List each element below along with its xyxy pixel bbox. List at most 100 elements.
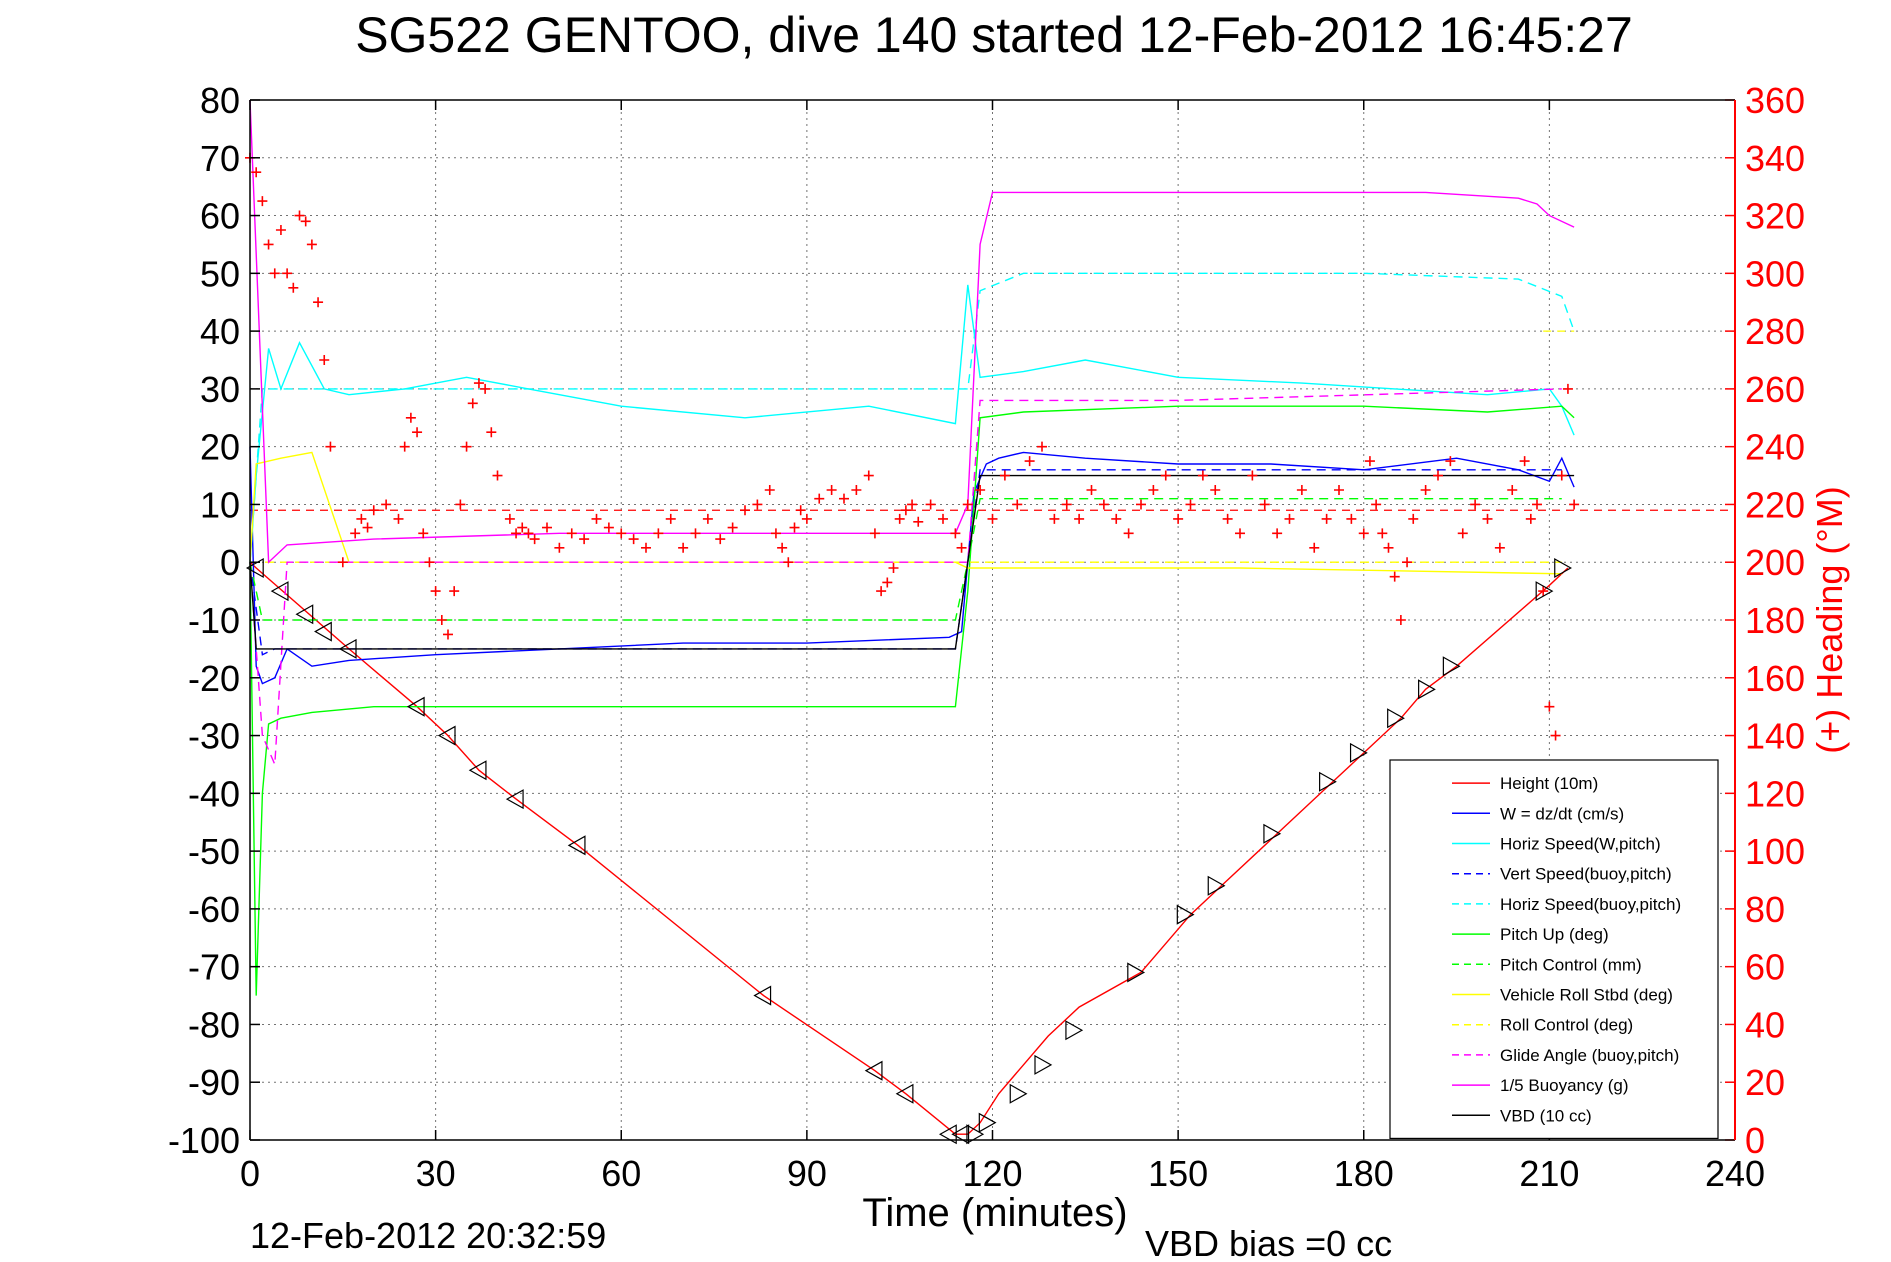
- height-marker: [1349, 742, 1368, 763]
- heading-point: [1482, 513, 1493, 524]
- heading-point: [1525, 513, 1536, 524]
- height-marker: [951, 1124, 970, 1145]
- y-tick-label: -20: [188, 658, 240, 699]
- heading-point: [294, 210, 305, 221]
- height-marker: [295, 604, 314, 625]
- height-marker: [468, 760, 487, 781]
- heading-point: [300, 216, 311, 227]
- heading-point: [1358, 528, 1369, 539]
- x-tick-label: 150: [1148, 1153, 1208, 1194]
- heading-point: [1445, 456, 1456, 467]
- heading-point: [1061, 499, 1072, 510]
- heading-point: [511, 528, 522, 539]
- heading-point: [962, 499, 973, 510]
- heading-point: [1562, 383, 1573, 394]
- heading-point: [740, 505, 750, 516]
- heading-point: [1309, 542, 1320, 553]
- heading-point: [381, 499, 392, 510]
- height-marker: [1418, 679, 1436, 700]
- x-tick-label: 210: [1519, 1153, 1579, 1194]
- heading-point: [1494, 542, 1505, 553]
- series-line-5: [249, 405, 1575, 996]
- y-tick-label: -70: [188, 947, 240, 988]
- legend-label-1: W = dz/dt (cm/s): [1500, 804, 1624, 823]
- heading-point: [913, 516, 924, 527]
- legend-label-0: Height (10m): [1500, 774, 1598, 793]
- height-marker: [1554, 557, 1572, 579]
- heading-point: [405, 412, 416, 423]
- heading-point: [1074, 513, 1085, 524]
- y-tick-label: 60: [200, 196, 240, 237]
- legend-label-10: 1/5 Buoyancy (g): [1500, 1076, 1629, 1095]
- heading-point: [690, 528, 701, 539]
- heading-point: [795, 505, 806, 516]
- heading-point: [1136, 499, 1146, 510]
- heading-point: [727, 522, 738, 533]
- height-marker: [1442, 656, 1461, 677]
- heading-point: [1037, 441, 1047, 452]
- heading-point: [461, 441, 472, 452]
- y-tick-label: 70: [200, 138, 240, 179]
- heading-point: [603, 522, 614, 533]
- y-tick-label: 10: [200, 484, 240, 525]
- heading-point: [480, 383, 491, 394]
- heading-point: [715, 534, 726, 545]
- x-tick-label: 0: [240, 1153, 260, 1194]
- heading-point: [1507, 485, 1518, 495]
- y2-tick-label: 140: [1745, 716, 1805, 757]
- height-marker: [505, 789, 524, 810]
- grid: [250, 100, 1735, 1140]
- x-tick-label: 180: [1334, 1153, 1394, 1194]
- heading-point: [1364, 456, 1375, 467]
- series-layer: [245, 99, 1735, 1135]
- y2-tick-label: 360: [1745, 80, 1805, 121]
- heading-point: [1550, 730, 1561, 741]
- heading-point: [486, 427, 497, 438]
- heading-point: [436, 615, 447, 625]
- y-tick-label: -90: [188, 1062, 240, 1103]
- heading-point: [938, 513, 948, 524]
- heading-point: [591, 513, 602, 524]
- heading-point: [770, 528, 781, 539]
- heading-point: [412, 427, 423, 438]
- heading-point: [1457, 528, 1468, 539]
- series-line-2: [249, 284, 1575, 563]
- legend-label-4: Horiz Speed(buoy,pitch): [1500, 895, 1681, 914]
- legend-box: [1389, 759, 1719, 1139]
- heading-point: [1049, 513, 1060, 524]
- heading-point: [869, 528, 880, 539]
- series-line-4: [249, 272, 1575, 563]
- heading-point: [1402, 557, 1413, 568]
- heading-point: [282, 268, 293, 279]
- legend-label-5: Pitch Up (deg): [1500, 925, 1609, 944]
- heading-point: [678, 542, 689, 553]
- height-marker: [966, 1124, 985, 1145]
- heading-point: [251, 167, 262, 178]
- heading-point: [443, 629, 453, 640]
- series-line-0: [249, 561, 1569, 1135]
- y-tick-label: -60: [188, 889, 240, 930]
- heading-point: [1377, 528, 1388, 539]
- height-marker: [1387, 708, 1405, 729]
- height-marker: [1176, 904, 1195, 925]
- heading-point: [1544, 701, 1555, 712]
- height-marker: [1034, 1054, 1053, 1075]
- height-marker: [270, 581, 289, 602]
- y2-tick-label: 20: [1745, 1062, 1785, 1103]
- height-marker: [1207, 875, 1226, 896]
- series-line-10: [249, 99, 1575, 564]
- heading-point: [863, 470, 874, 481]
- y-tick-label: -100: [168, 1120, 240, 1161]
- x-tick-label: 60: [601, 1153, 641, 1194]
- height-marker: [567, 835, 586, 856]
- heading-point: [882, 577, 893, 588]
- heading-point: [1532, 499, 1542, 510]
- heading-point: [350, 528, 361, 539]
- heading-point: [1395, 615, 1406, 625]
- heading-point: [504, 513, 515, 524]
- heading-point: [1024, 456, 1035, 467]
- height-marker: [864, 1060, 883, 1081]
- heading-point: [702, 513, 713, 524]
- heading-point: [1334, 485, 1344, 495]
